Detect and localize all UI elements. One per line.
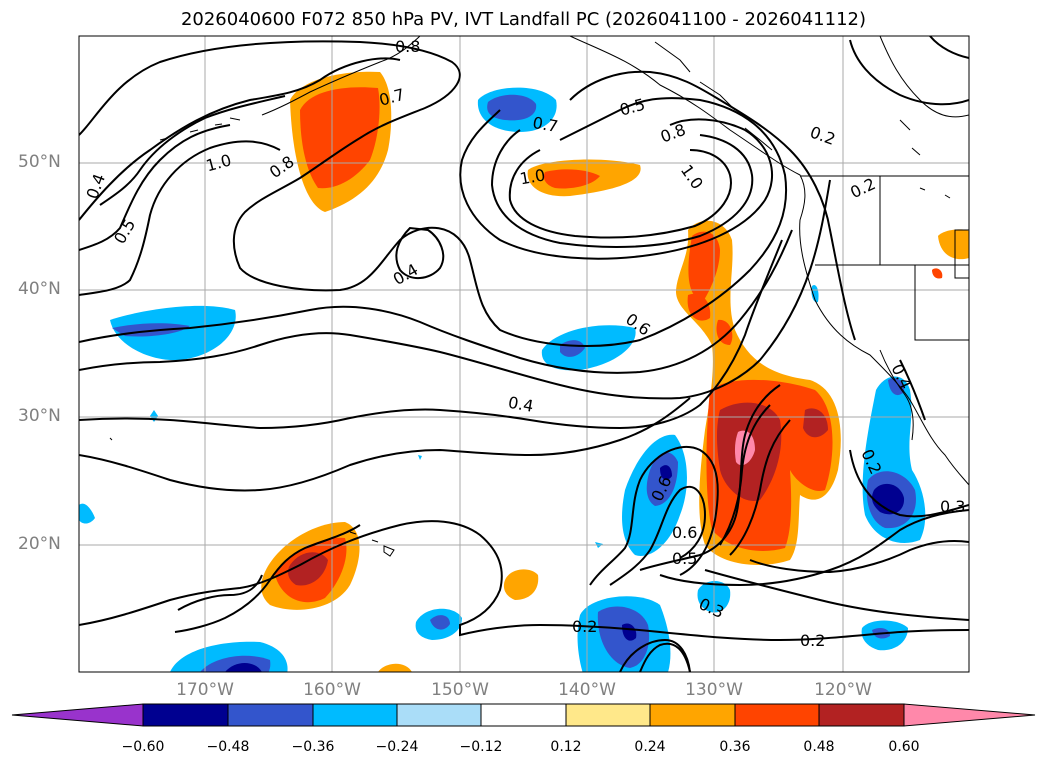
- colorbar: [11, 703, 1036, 727]
- colorbar-segment: [142, 703, 229, 727]
- colorbar-tick-label: −0.12: [459, 739, 503, 755]
- colorbar-tick-label: 0.24: [634, 739, 666, 755]
- lon-label: 140°W: [558, 680, 616, 700]
- colorbar-segment: [565, 703, 651, 727]
- colorbar-extend-min: [11, 703, 144, 727]
- colorbar-tick-label: 0.48: [803, 739, 835, 755]
- contour-label: 1.0: [677, 161, 707, 193]
- colorbar-segment: [734, 703, 820, 727]
- contour-label: 0.2: [800, 631, 825, 650]
- colorbar-segment: [396, 703, 482, 727]
- colorbar-segment: [818, 703, 905, 727]
- contour-label: 0.4: [507, 393, 535, 416]
- colorbar-tick-label: 0.36: [719, 739, 751, 755]
- colorbar-segment: [649, 703, 736, 727]
- colorbar-segment: [480, 703, 567, 727]
- contour-label: 0.4: [83, 171, 110, 201]
- contour-label: 0.4: [390, 260, 422, 289]
- contour-label: 0.2: [847, 174, 878, 202]
- colorbar-tick-label: −0.60: [121, 739, 165, 755]
- plot-frame: [78, 35, 970, 673]
- lon-label: 130°W: [685, 680, 743, 700]
- colorbar-tick-label: −0.24: [375, 739, 419, 755]
- lat-label: 50°N: [18, 152, 61, 172]
- shaded-pv-field: [79, 71, 969, 672]
- map-title: 2026040600 F072 850 hPa PV, IVT Landfall…: [180, 9, 867, 30]
- lon-label: 160°W: [303, 680, 361, 700]
- contour-label: 1.0: [204, 150, 234, 175]
- contour-label: 0.2: [807, 122, 837, 149]
- lon-label: 120°W: [814, 680, 872, 700]
- pv-contours: [79, 36, 969, 672]
- lat-label: 30°N: [18, 406, 61, 426]
- contour-label: 0.5: [618, 95, 648, 120]
- contour-label: 0.8: [266, 152, 298, 182]
- lon-label: 150°W: [431, 680, 489, 700]
- contour-label: 0.8: [395, 37, 420, 56]
- colorbar-tick-label: −0.36: [291, 739, 335, 755]
- contour-label: 0.5: [110, 216, 139, 248]
- contour-label: 1.0: [518, 165, 546, 188]
- map-graticule: [79, 36, 969, 672]
- colorbar-extend-max: [903, 703, 1036, 727]
- colorbar-tick-label: 0.12: [550, 739, 582, 755]
- contour-label: 0.5: [672, 549, 697, 568]
- contour-label: 0.8: [658, 120, 688, 147]
- colorbar-segment: [312, 703, 398, 727]
- colorbar-segment: [227, 703, 314, 727]
- lat-label: 20°N: [18, 534, 61, 554]
- colorbar-tick-label: 0.60: [888, 739, 920, 755]
- lon-label: 170°W: [176, 680, 234, 700]
- contour-label: 0.6: [672, 523, 697, 542]
- lat-label: 40°N: [18, 279, 61, 299]
- contour-label: 0.3: [940, 497, 965, 516]
- colorbar-tick-label: −0.48: [206, 739, 250, 755]
- contour-label: 0.7: [531, 113, 559, 136]
- contour-label: 0.2: [572, 617, 597, 636]
